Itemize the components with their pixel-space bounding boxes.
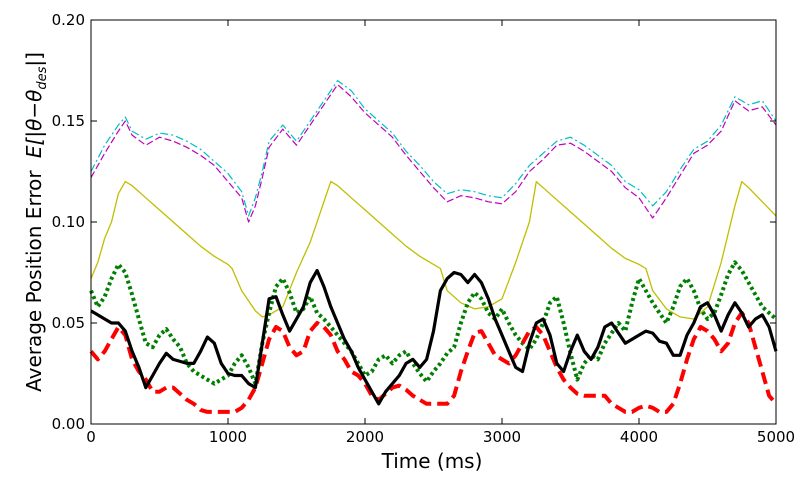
svg-text:Average Position Error: Average Position Error E[|θ−θdes|] <box>22 52 50 392</box>
x-tick-label: 1000 <box>209 428 247 446</box>
x-axis-title: Time (ms) <box>381 449 483 473</box>
y-tick-label: 0.05 <box>52 314 85 332</box>
series-line-red-dashed <box>89 310 778 414</box>
x-tick-label: 0 <box>86 428 96 446</box>
x-tick-label: 5000 <box>757 428 795 446</box>
series-line-black-solid <box>90 268 778 406</box>
y-tick-label: 0.00 <box>52 415 85 433</box>
series-line-green-dotted <box>89 260 778 386</box>
y-axis-title: Average Position Error E[|θ−θdes|] <box>22 52 50 392</box>
y-axis-title-math: E[|θ−θ <box>22 90 46 158</box>
tick-layer: 0 1000 2000 3000 4000 5000 0.00 0.05 0.10 0.15 0.2… <box>52 11 796 446</box>
x-tick-label: 4000 <box>620 428 658 446</box>
plot-frame <box>90 19 777 425</box>
plot-area <box>91 20 776 424</box>
y-tick-label: 0.20 <box>52 11 85 29</box>
x-tick-label: 2000 <box>346 428 384 446</box>
y-axis-title-math-close: |] <box>22 52 46 67</box>
x-tick-label: 3000 <box>483 428 521 446</box>
series-layer <box>89 79 778 414</box>
y-tick-label: 0.10 <box>52 213 85 231</box>
y-tick-label: 0.15 <box>52 112 85 130</box>
y-axis-title-math-sub: des <box>35 66 50 89</box>
y-axis-title-text: Average Position Error <box>22 170 46 392</box>
series-line-yellow-solid <box>90 180 777 320</box>
series-line-cyan-dash-dot <box>90 79 777 217</box>
